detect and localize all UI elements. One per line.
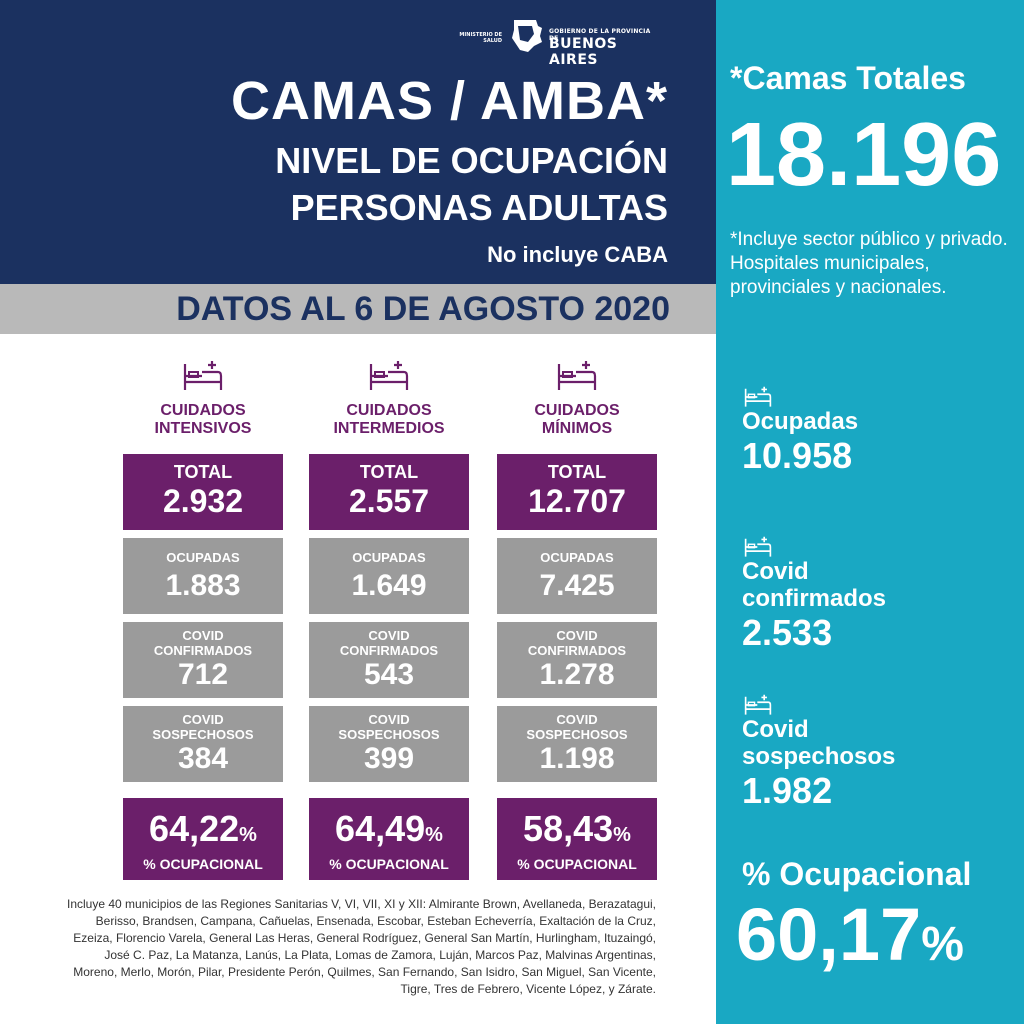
- total-box: TOTAL 2.557: [309, 454, 469, 530]
- column-header: CUIDADOS INTENSIVOS: [123, 360, 283, 454]
- covid-confirmados-box: COVID CONFIRMADOS 712: [123, 622, 283, 698]
- date-text: DATOS AL 6 DE AGOSTO 2020: [176, 290, 670, 328]
- subtitle-line2: PERSONAS ADULTAS: [290, 187, 668, 228]
- covid-sospechosos-stat: Covid sospechosos 1.982: [742, 694, 1012, 812]
- column-intermedios: CUIDADOS INTERMEDIOS TOTAL 2.557 OCUPADA…: [309, 360, 469, 880]
- covid-sospechosos-value: 384: [177, 742, 229, 775]
- ocupadas-value: 1.883: [165, 569, 241, 602]
- total-value: 2.932: [162, 483, 244, 519]
- pct-value: 64,49: [335, 808, 426, 849]
- summary-sidebar: *Camas Totales 18.196 *Incluye sector pú…: [716, 0, 1024, 1024]
- ocupadas-value: 7.425: [539, 569, 615, 602]
- ocupadas-value: 1.649: [351, 569, 427, 602]
- ministry-label: MINISTERIO DE SALUD: [459, 32, 502, 44]
- camas-totales-value: 18.196: [726, 105, 1002, 205]
- total-box: TOTAL 2.932: [123, 454, 283, 530]
- ocupadas-total-value: 10.958: [742, 435, 853, 476]
- province-label: BUENOS AIRES: [549, 36, 618, 68]
- covid-confirmados-box: COVID CONFIRMADOS 543: [309, 622, 469, 698]
- covid-confirmados-value: 543: [363, 658, 415, 691]
- pct-value: 64,22: [149, 808, 240, 849]
- covid-sospechosos-box: COVID SOSPECHOSOS 399: [309, 706, 469, 782]
- total-box: TOTAL 12.707: [497, 454, 657, 530]
- government-label: GOBIERNO DE LA PROVINCIA DE: [549, 28, 651, 42]
- page-title: CAMAS / AMBA*: [231, 71, 668, 131]
- column-header: CUIDADOS INTERMEDIOS: [309, 360, 469, 454]
- pct-box: 58,43% % OCUPACIONAL: [497, 798, 657, 880]
- covid-confirmados-stat: Covid confirmados 2.533: [742, 536, 1012, 654]
- province-map-icon: [512, 20, 542, 52]
- hospital-bed-icon: [557, 361, 597, 390]
- pct-value: 58,43: [523, 808, 614, 849]
- covid-confirmados-value: 1.278: [539, 658, 615, 691]
- covid-sospechosos-value: 1.198: [539, 742, 615, 775]
- camas-totales-label: *Camas Totales: [730, 60, 966, 96]
- column-title: CUIDADOS MÍNIMOS: [534, 402, 620, 437]
- municipalities-footnote: Incluye 40 municipios de las Regiones Sa…: [67, 897, 656, 996]
- caba-note: No incluye CABA: [487, 242, 668, 267]
- subtitle-line1: NIVEL DE OCUPACIÓN: [275, 140, 668, 181]
- column-title: CUIDADOS INTENSIVOS: [154, 402, 252, 437]
- hospital-bed-icon: [744, 694, 772, 715]
- date-banner: DATOS AL 6 DE AGOSTO 2020: [0, 284, 716, 334]
- column-header: CUIDADOS MÍNIMOS: [497, 360, 657, 454]
- covid-sospechosos-total-value: 1.982: [742, 770, 833, 811]
- column-title: CUIDADOS INTERMEDIOS: [333, 402, 445, 437]
- covid-sospechosos-box: COVID SOSPECHOSOS 384: [123, 706, 283, 782]
- ocupadas-box: OCUPADAS 1.649: [309, 538, 469, 614]
- covid-sospechosos-box: COVID SOSPECHOSOS 1.198: [497, 706, 657, 782]
- pct-box: 64,49% % OCUPACIONAL: [309, 798, 469, 880]
- sector-note: *Incluye sector público y privado. Hospi…: [730, 229, 1008, 298]
- pct-box: 64,22% % OCUPACIONAL: [123, 798, 283, 880]
- ocupadas-box: OCUPADAS 7.425: [497, 538, 657, 614]
- pct-ocupacional-total: 60,17%: [736, 893, 964, 976]
- covid-sospechosos-value: 399: [363, 742, 415, 775]
- header-banner: MINISTERIO DE SALUD GOBIERNO DE LA PROVI…: [0, 0, 716, 284]
- pct-ocupacional-label: % Ocupacional: [742, 856, 972, 892]
- covid-confirmados-total-value: 2.533: [742, 612, 833, 653]
- hospital-bed-icon: [744, 386, 772, 407]
- ocupadas-box: OCUPADAS 1.883: [123, 538, 283, 614]
- covid-confirmados-value: 712: [177, 658, 229, 691]
- hospital-bed-icon: [183, 361, 223, 390]
- hospital-bed-icon: [369, 361, 409, 390]
- total-value: 2.557: [348, 483, 430, 519]
- hospital-bed-icon: [744, 536, 772, 557]
- total-value: 12.707: [528, 483, 626, 519]
- covid-confirmados-box: COVID CONFIRMADOS 1.278: [497, 622, 657, 698]
- logo: MINISTERIO DE SALUD GOBIERNO DE LA PROVI…: [452, 14, 662, 68]
- ocupadas-stat: Ocupadas 10.958: [742, 386, 1012, 477]
- column-intensivos: CUIDADOS INTENSIVOS TOTAL 2.932 OCUPADAS…: [123, 360, 283, 880]
- column-minimos: CUIDADOS MÍNIMOS TOTAL 12.707 OCUPADAS 7…: [497, 360, 657, 880]
